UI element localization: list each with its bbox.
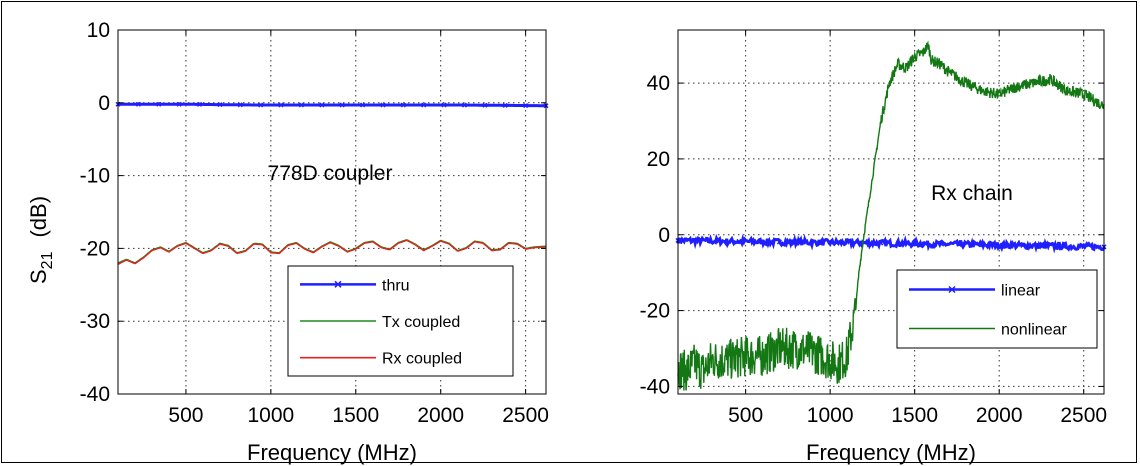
y-tick-label: -40 xyxy=(80,383,110,406)
plot-frame xyxy=(117,29,547,395)
x-tick-label: 1500 xyxy=(332,404,379,427)
series-marker xyxy=(959,241,965,247)
series-marker xyxy=(979,242,985,248)
series-marker xyxy=(695,238,701,244)
series-line-thru xyxy=(118,102,546,108)
y-tick-label: -40 xyxy=(640,375,670,398)
legend-label: Rx coupled xyxy=(382,351,462,368)
y-label-sub: 21 xyxy=(39,251,56,269)
series-line-rx-coupled xyxy=(117,239,547,266)
series-marker xyxy=(1040,243,1046,249)
series-marker xyxy=(817,239,823,245)
y-tick-label: 40 xyxy=(647,72,670,95)
x-tick-label: 2500 xyxy=(502,404,549,427)
series-marker xyxy=(278,102,284,108)
legend-box xyxy=(896,269,1098,349)
x-axis-label: Frequency (MHz) xyxy=(806,440,976,465)
series-marker xyxy=(400,102,406,108)
series-marker xyxy=(1060,243,1066,249)
series-marker xyxy=(939,241,945,247)
y-label-main: S21 (dB) xyxy=(26,196,56,284)
series-marker xyxy=(237,102,243,108)
series-marker xyxy=(523,103,529,109)
x-tick-label: 500 xyxy=(728,404,763,427)
series-marker xyxy=(837,240,843,246)
x-tick-label: 2000 xyxy=(976,404,1023,427)
series-marker xyxy=(716,238,722,244)
y-tick-label: 0 xyxy=(98,92,110,115)
chart-1: 500 1000 1500 2000 2500 -40 -30 -20 -10 0 10 Freque… xyxy=(26,19,549,465)
series-marker xyxy=(360,102,366,108)
legend: thru Tx coupled Rx coupled xyxy=(287,265,514,377)
series-marker xyxy=(441,102,447,108)
x-tick-label: 1000 xyxy=(807,404,854,427)
y-tick-label: 10 xyxy=(87,19,110,42)
series-marker xyxy=(1020,242,1026,249)
y-label-unit: (dB) xyxy=(26,196,51,238)
chart-annotation: Rx chain xyxy=(931,182,1013,205)
x-tick-label: 1000 xyxy=(247,404,294,427)
legend-marker xyxy=(948,285,956,294)
legend: linear nonlinear xyxy=(896,269,1098,349)
legend-marker xyxy=(334,280,342,288)
series-marker xyxy=(878,240,884,246)
series-marker xyxy=(421,102,427,108)
legend-label: linear xyxy=(1001,283,1041,300)
y-axis-label: S21 (dB) xyxy=(26,196,56,284)
series-marker xyxy=(319,102,325,108)
series-marker xyxy=(156,101,162,107)
series-line-linear xyxy=(676,233,1106,254)
chart-annotation: 778D coupler xyxy=(268,162,393,185)
series-marker xyxy=(339,102,345,108)
series-marker xyxy=(858,240,864,246)
y-tick-label: -20 xyxy=(640,300,670,323)
x-tick-label: 2500 xyxy=(1060,404,1107,427)
y-tick-label: 20 xyxy=(647,148,670,171)
x-tick-label: 1500 xyxy=(891,404,938,427)
series-marker xyxy=(918,241,924,247)
series-marker xyxy=(776,239,782,245)
series-marker xyxy=(196,101,203,107)
legend-label: Tx coupled xyxy=(382,314,460,331)
y-label-s: S xyxy=(26,269,51,284)
series-marker xyxy=(1081,244,1087,250)
series-marker xyxy=(380,102,386,108)
series-marker xyxy=(736,238,742,244)
series-line-nonlinear xyxy=(677,40,1105,391)
series-marker xyxy=(1000,242,1006,248)
x-axis-label: Frequency (MHz) xyxy=(247,440,417,465)
series-marker xyxy=(756,239,762,245)
series-marker xyxy=(502,102,508,108)
y-tick-label: -10 xyxy=(80,165,110,188)
series-marker xyxy=(482,102,488,108)
y-tick-label: 0 xyxy=(658,224,670,247)
series-marker xyxy=(135,101,141,107)
series-marker xyxy=(461,102,468,108)
y-tick-label: -20 xyxy=(80,237,110,260)
series-marker xyxy=(298,102,304,108)
x-tick-label: 500 xyxy=(168,404,203,427)
legend-label: thru xyxy=(382,277,410,294)
series-marker xyxy=(258,102,264,108)
chart-2: 500 1000 1500 2000 2500 -40 -20 0 20 40 Frequency … xyxy=(640,29,1107,465)
legend-label: nonlinear xyxy=(1001,322,1068,339)
y-tick-label: -30 xyxy=(80,310,110,333)
series-marker xyxy=(898,240,904,246)
series-marker xyxy=(217,102,223,108)
series-marker xyxy=(176,101,182,107)
x-tick-label: 2000 xyxy=(417,404,464,427)
plot-frame xyxy=(677,29,1105,395)
series-marker xyxy=(797,239,803,245)
